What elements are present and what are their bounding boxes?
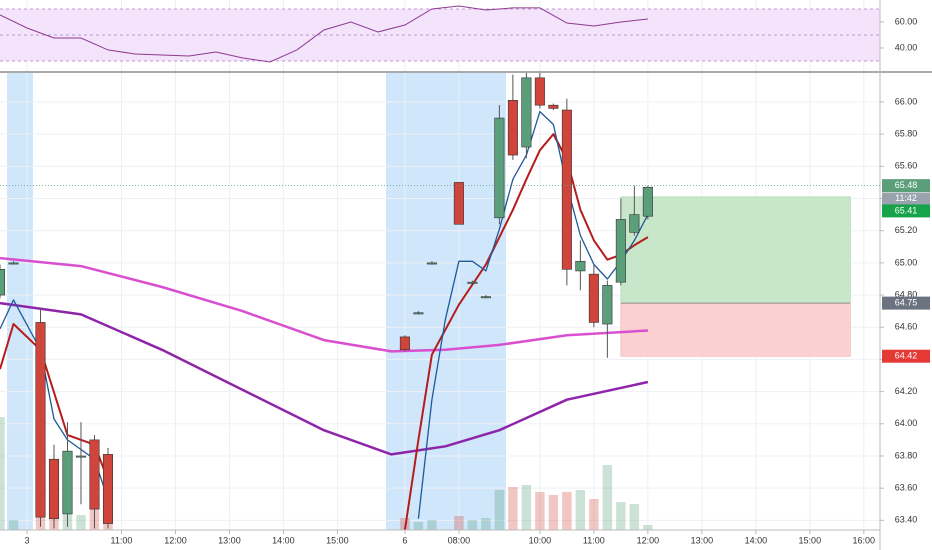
candle-body: [62, 450, 73, 515]
volume-bar: [454, 516, 464, 530]
x-tick-label: 12:00: [164, 535, 187, 545]
position-tool: [620, 196, 851, 357]
volume-bar: [413, 522, 424, 530]
x-tick-label: 11:00: [111, 535, 133, 545]
candle-body: [480, 296, 491, 299]
x-tick-label: 13:00: [218, 535, 241, 545]
candle-body: [8, 262, 19, 265]
target-zone: [620, 196, 851, 304]
candle-body: [413, 312, 424, 315]
rsi-line: [0, 5, 648, 63]
volume-bar: [535, 492, 545, 530]
rsi-y-tick-label: 60.00: [895, 16, 918, 26]
x-tick-label: 13:00: [691, 535, 714, 545]
volume-bar: [494, 490, 505, 530]
candle-body: [0, 269, 6, 296]
candle-body: [507, 100, 518, 156]
candle-body: [75, 455, 87, 458]
y-tick-label: 65.60: [895, 161, 918, 171]
candle-body: [629, 214, 640, 233]
entry-label-box: [882, 296, 930, 310]
stop-label-box: [882, 349, 930, 363]
y-tick-label: 63.40: [895, 515, 918, 525]
volume-bar: [0, 417, 5, 530]
x-tick-label: 15:00: [326, 535, 349, 545]
entry-label: 64.75: [895, 297, 918, 307]
candle-body: [534, 77, 545, 106]
x-tick-label: 14:00: [272, 535, 295, 545]
x-tick-label: 14:00: [745, 535, 768, 545]
volume-bar: [589, 499, 599, 530]
countdown-label: 11:42: [895, 193, 917, 203]
candle-body: [642, 186, 653, 217]
x-tick-label: 11:00: [583, 535, 605, 545]
volume-bar: [427, 520, 437, 530]
y-tick-label: 65.00: [895, 257, 918, 267]
volume-bar: [548, 495, 559, 530]
x-tick-label: 12:00: [637, 535, 660, 545]
axes: 66.0065.8065.6065.4065.2065.0064.8064.60…: [0, 16, 930, 545]
candle-body: [602, 285, 613, 325]
session-highlight: [7, 73, 33, 530]
grid: [0, 0, 880, 530]
x-tick-label: 6: [402, 535, 407, 545]
session-highlight: [386, 73, 506, 530]
candle-body: [399, 336, 410, 351]
x-tick-label: 16:00: [853, 535, 876, 545]
y-tick-label: 63.80: [895, 450, 918, 460]
last-price-label: 65.48: [895, 180, 918, 190]
candle-body: [35, 322, 46, 518]
x-tick-label: 15:00: [799, 535, 822, 545]
candle-body: [615, 219, 626, 283]
volume-bar: [481, 518, 491, 530]
volume-bar: [562, 492, 572, 530]
x-tick-label: 10:00: [529, 535, 552, 545]
candle-body: [48, 458, 60, 520]
y-tick-label: 65.80: [895, 129, 918, 139]
target-label: 65.41: [895, 205, 918, 215]
indicator-line: [0, 256, 648, 353]
y-tick-label: 63.60: [895, 483, 918, 493]
volume-bar: [8, 520, 19, 530]
y-tick-label: 64.80: [895, 289, 918, 299]
volume-bar: [76, 515, 86, 530]
volume-bar: [643, 525, 653, 530]
volume-bar: [508, 487, 518, 530]
volume-bar: [467, 520, 478, 530]
volume-bar: [602, 465, 613, 530]
candle-body: [588, 273, 599, 323]
candle-body: [548, 104, 559, 109]
candle-body: [453, 182, 464, 225]
x-tick-label: 08:00: [448, 535, 471, 545]
volume-bar: [575, 490, 586, 530]
volume-bar: [616, 502, 626, 530]
x-tick-label: 3: [24, 535, 29, 545]
candles: [0, 73, 653, 529]
volume-bar: [629, 504, 640, 530]
stop-label: 64.42: [895, 351, 918, 361]
target-label-box: [882, 204, 930, 218]
candle-body: [494, 117, 505, 219]
y-tick-label: 64.20: [895, 386, 918, 396]
stop-zone: [620, 302, 851, 357]
indicator-line: [0, 301, 649, 456]
candle-body: [426, 262, 437, 265]
rsi-y-tick-label: 40.00: [895, 42, 918, 52]
rsi-pane: [0, 5, 880, 63]
y-tick-label: 65.20: [895, 225, 918, 235]
candle-body: [521, 77, 532, 148]
volume-bar: [521, 485, 532, 530]
candle-body: [575, 260, 586, 272]
last-price-label-box: [882, 179, 930, 193]
y-tick-label: 64.00: [895, 418, 918, 428]
y-tick-label: 66.00: [895, 96, 918, 106]
candle-body: [467, 281, 478, 284]
candle-body: [561, 109, 572, 270]
candle-body: [89, 439, 100, 510]
candle-body: [102, 454, 113, 524]
y-tick-label: 64.60: [895, 322, 918, 332]
countdown-box: [882, 192, 930, 205]
